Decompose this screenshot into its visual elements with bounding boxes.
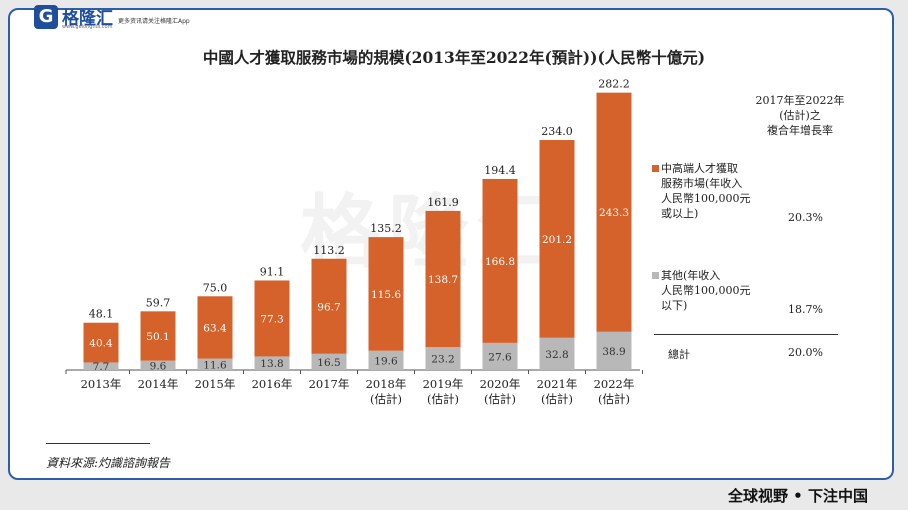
label-upper-2: 63.4 (203, 322, 227, 334)
x-tick-label-9-1: (估計) (598, 392, 630, 406)
label-lower-4: 16.5 (317, 357, 340, 369)
bar-lower-3 (254, 356, 290, 370)
label-upper-4: 96.7 (317, 301, 340, 313)
cagr-lower: 18.7% (788, 303, 823, 316)
legend-upper: 中高端人才獲取 服務市場(年收入 人民幣100,000元 或以上) (652, 161, 779, 221)
label-upper-6: 138.7 (428, 274, 458, 286)
bar-upper-2 (197, 296, 233, 359)
label-lower-6: 23.2 (431, 354, 454, 366)
bar-upper-8 (539, 140, 575, 338)
bar-upper-7 (482, 178, 518, 343)
x-tick-label-7-1: (估計) (484, 392, 516, 406)
x-tick-label-9-0: 2022年 (594, 377, 635, 391)
legend-upper-swatch (652, 165, 659, 172)
label-lower-7: 27.6 (488, 351, 512, 363)
x-tick-label-4-0: 2017年 (309, 377, 350, 391)
label-upper-7: 166.8 (485, 256, 515, 268)
label-lower-8: 32.8 (545, 349, 568, 361)
bar-lower-8 (539, 337, 575, 370)
label-total-8: 234.0 (541, 125, 573, 138)
label-lower-0: 7.7 (93, 361, 110, 373)
label-total-1: 59.7 (146, 296, 171, 309)
logo-url: www.gelonghui.com (62, 24, 113, 30)
bar-lower-1 (140, 360, 176, 370)
source-note: 資料來源:灼識諮詢報告 (46, 456, 171, 470)
label-lower-9: 38.9 (602, 346, 625, 358)
bar-lower-9 (596, 331, 632, 370)
label-total-9: 282.2 (598, 78, 630, 91)
bar-lower-0 (83, 362, 119, 370)
legend-divider (654, 334, 838, 335)
x-tick-label-5-0: 2018年 (366, 377, 407, 391)
legend-upper-label: 中高端人才獲取 服務市場(年收入 人民幣100,000元 或以上) (661, 162, 751, 220)
bar-lower-6 (425, 347, 461, 370)
x-tick-label-5-1: (估計) (370, 392, 402, 406)
logo-icon: G (34, 5, 58, 29)
label-total-4: 113.2 (313, 244, 345, 257)
total-label: 總計 (668, 348, 690, 361)
label-lower-3: 13.8 (260, 358, 283, 370)
bar-lower-2 (197, 358, 233, 370)
x-tick-label-8-1: (估計) (541, 392, 573, 406)
source-divider (46, 443, 150, 444)
footer-slogan: 全球视野 • 下注中国 (727, 487, 868, 505)
chart-title: 中國人才獲取服務市場的規模(2013年至2022年(預計))(人民幣十億元) (202, 48, 706, 67)
label-upper-3: 77.3 (260, 313, 283, 325)
x-tick-label-8-0: 2021年 (537, 377, 578, 391)
cagr-upper: 20.3% (788, 211, 823, 224)
label-lower-2: 11.6 (203, 359, 227, 371)
cagr-header: 2017年至2022年 (估計)之 複合年增長率 (755, 94, 845, 137)
x-tick-label-2-0: 2015年 (195, 377, 236, 391)
logo-text: 格隆汇 (62, 9, 113, 29)
legend-lower-swatch (652, 272, 659, 279)
cagr-total: 20.0% (788, 346, 823, 359)
bar-upper-9 (596, 92, 632, 332)
label-upper-8: 201.2 (542, 234, 572, 246)
label-lower-5: 19.6 (374, 355, 398, 367)
bar-upper-5 (368, 237, 404, 351)
label-total-0: 48.1 (89, 308, 114, 321)
x-tick-label-3-0: 2016年 (252, 377, 293, 391)
label-total-6: 161.9 (427, 196, 459, 209)
bar-upper-6 (425, 210, 461, 348)
legend-lower-label: 其他(年收入 人民幣100,000元 以下) (661, 269, 751, 312)
bar-lower-5 (368, 350, 404, 370)
bar-upper-3 (254, 280, 290, 357)
label-total-2: 75.0 (203, 281, 228, 294)
x-tick-label-6-1: (估計) (427, 392, 459, 406)
x-tick-label-7-0: 2020年 (480, 377, 521, 391)
label-lower-1: 9.6 (150, 360, 167, 372)
x-tick-label-1-0: 2014年 (138, 377, 179, 391)
x-tick-label-6-0: 2019年 (423, 377, 464, 391)
bar-upper-0 (83, 322, 119, 363)
slogan: 更多资讯请关注格隆汇App (118, 18, 190, 25)
label-upper-0: 40.4 (89, 338, 113, 350)
legend-lower: 其他(年收入 人民幣100,000元 以下) (652, 268, 779, 313)
label-total-5: 135.2 (370, 222, 402, 235)
label-upper-9: 243.3 (599, 207, 629, 219)
label-total-7: 194.4 (484, 164, 516, 177)
bar-upper-4 (311, 258, 347, 354)
label-upper-1: 50.1 (146, 331, 169, 343)
label-upper-5: 115.6 (371, 289, 401, 301)
label-total-3: 91.1 (260, 265, 285, 278)
bar-lower-4 (311, 353, 347, 370)
bar-lower-7 (482, 342, 518, 370)
bar-upper-1 (140, 311, 176, 361)
x-tick-label-0-0: 2013年 (81, 377, 122, 391)
